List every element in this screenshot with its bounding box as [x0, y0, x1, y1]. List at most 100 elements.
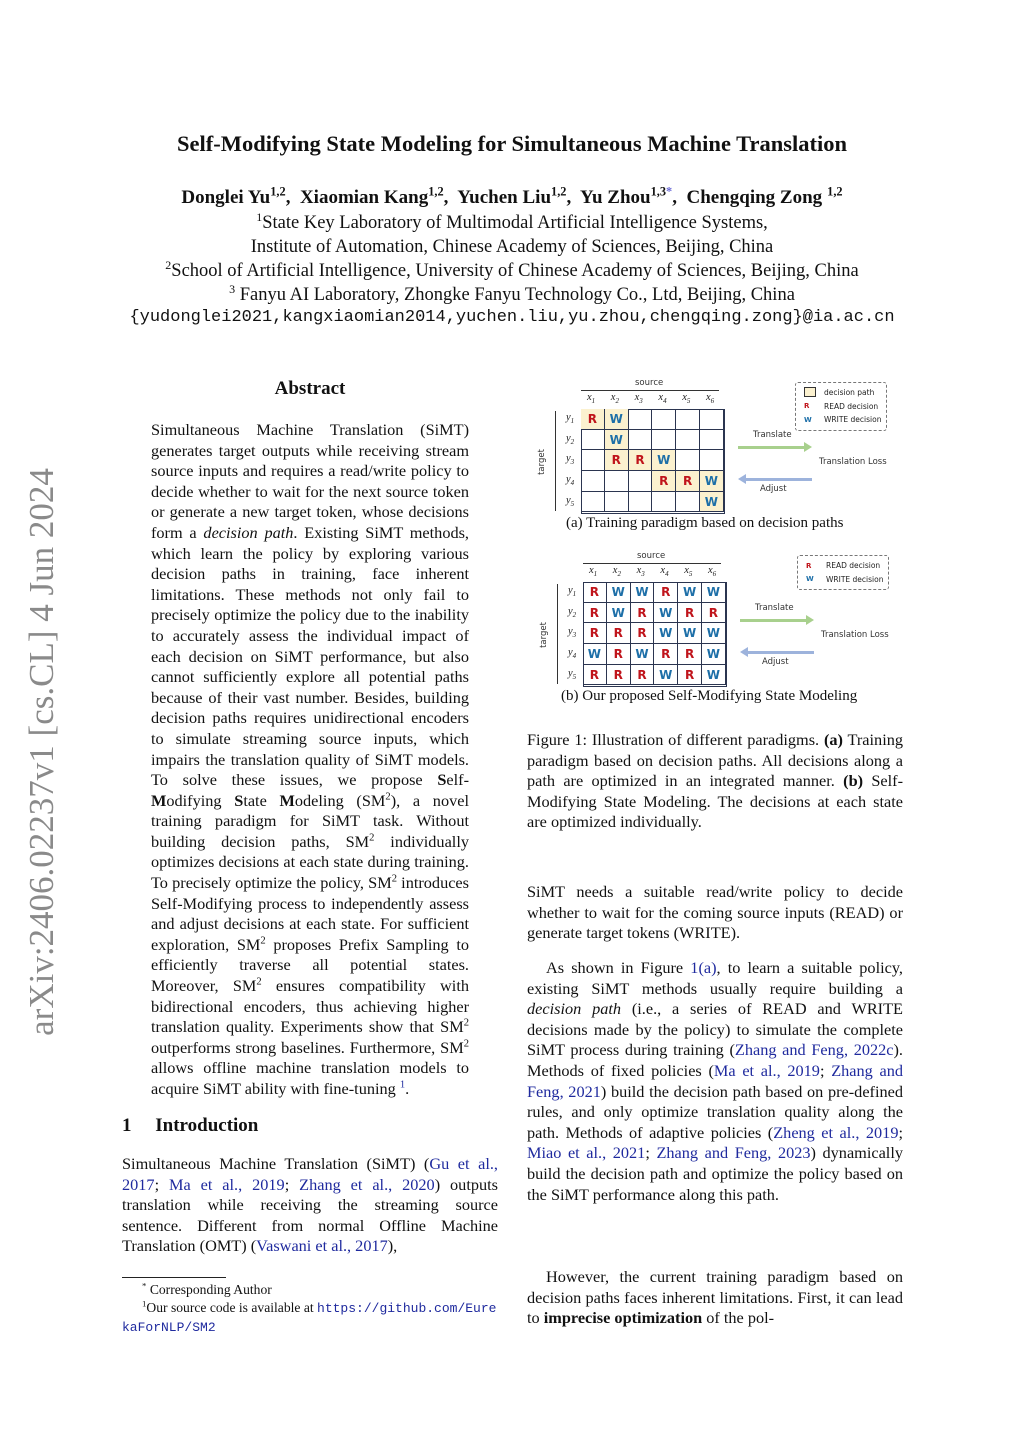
legend-symbol: W — [806, 575, 814, 584]
x-label: x5 — [684, 565, 693, 579]
citation-link[interactable]: Zhang and Feng, 2022c — [734, 1040, 894, 1060]
text-run: Training paradigm based on decision path… — [527, 730, 904, 791]
figure-caption: Figure 1: Illustration of different para… — [527, 730, 903, 833]
citation-link[interactable]: Miao et al., 2021 — [527, 1143, 646, 1163]
grid-cell — [700, 429, 724, 451]
author-affiliation-sup: 1,2 — [270, 184, 286, 199]
corresponding-mark[interactable]: * — [666, 184, 673, 199]
citation-link[interactable]: Ma et al., 2019 — [169, 1174, 285, 1194]
text-run: (a) — [823, 730, 843, 749]
grid-cell — [628, 429, 653, 451]
author-affiliation-sup: 1,3 — [650, 184, 667, 199]
translate-label: Translate — [753, 430, 792, 440]
source-label: source — [635, 378, 664, 388]
write-decision-cell: W — [630, 582, 655, 603]
arxiv-stamp: arXiv:2406.02237v1 [cs.CL] 4 Jun 2024 — [22, 468, 61, 1036]
citation-link[interactable]: 1(a) — [690, 958, 717, 977]
grid-cell — [581, 429, 605, 451]
source-label: source — [637, 551, 666, 561]
text-run: imprecise optimization — [543, 1308, 703, 1328]
abstract-body: Simultaneous Machine Translation (SiMT) … — [151, 420, 469, 1100]
subcaption-b: (b) Our proposed Self-Modifying State Mo… — [561, 688, 858, 704]
author-list: Donglei Yu1,2, Xiaomian Kang1,2, Yuchen … — [181, 184, 843, 208]
author-affiliation-sup: 1,2 — [428, 184, 444, 199]
citation-link[interactable]: Gu et al., 2017 — [122, 1154, 498, 1194]
introduction-paragraph: Simultaneous Machine Translation (SiMT) … — [122, 1154, 498, 1257]
text-run: ), a novel training paradigm for SiMT ta… — [151, 790, 469, 851]
grid-cell — [652, 491, 677, 513]
citation-link[interactable]: Zhang et al., 2020 — [299, 1174, 435, 1194]
y-label: y5 — [568, 667, 577, 681]
source-axis-arrow — [583, 563, 721, 564]
citation-link[interactable]: 1 — [399, 1079, 406, 1091]
grid-cell — [652, 429, 677, 451]
text-run: M — [151, 790, 167, 810]
citation-link[interactable]: Zheng et al., 2019 — [773, 1122, 899, 1142]
citation-link[interactable]: Zhang and Feng, 2021 — [527, 1060, 903, 1101]
text-run: odeling (SM — [294, 790, 386, 810]
read-decision-cell: R — [702, 602, 726, 624]
text-run: Figure 1: Illustration of different para… — [527, 730, 824, 749]
legend-item: W WRITE decision — [804, 413, 886, 427]
translate-arrow — [740, 619, 806, 622]
read-decision-cell: R — [583, 623, 607, 645]
y-label: y1 — [568, 585, 577, 599]
target-label: target — [536, 449, 547, 475]
author: Chengqing Zong 1,2 — [686, 185, 842, 208]
legend-text: READ decision — [824, 401, 879, 411]
text-run: individually optimizes decisions at each… — [151, 831, 469, 893]
citation-link[interactable]: Ma et al., 2019 — [713, 1060, 820, 1080]
superscript: 2 — [260, 935, 266, 947]
write-decision-cell: W — [606, 602, 631, 624]
y-label: y3 — [568, 626, 577, 640]
grid-cell — [628, 409, 653, 430]
y-label: y5 — [566, 494, 575, 508]
read-decision-cell: R — [606, 623, 631, 645]
legend-item: R READ decision — [804, 400, 886, 414]
grid-cell — [700, 450, 724, 472]
legend-item: R READ decision — [806, 559, 888, 573]
author-name: Yu Zhou — [580, 187, 651, 208]
read-decision-cell: R — [583, 602, 607, 624]
author-name: Donglei Yu — [181, 187, 271, 208]
read-decision-cell: R — [678, 664, 702, 686]
grid-cell — [676, 409, 700, 430]
translate-arrow — [738, 446, 804, 449]
text-run: S — [234, 790, 244, 810]
right-paragraph-2: As shown in Figure 1(a), to learn a suit… — [527, 958, 903, 1205]
decision-grid — [583, 582, 727, 687]
x-label: x2 — [610, 392, 619, 406]
affiliation-sup: 2 — [165, 257, 172, 272]
right-paragraph-1: SiMT needs a suitable read/write policy … — [527, 882, 903, 944]
citation-link[interactable]: Zhang and Feng, 2023 — [656, 1143, 811, 1163]
footnote-mark: 1 — [142, 1298, 147, 1309]
grid-cell — [581, 491, 605, 513]
text-run: ). Methods of fixed policies ( — [527, 1040, 903, 1080]
read-decision-cell: R — [654, 644, 679, 665]
footnote-corresponding: * Corresponding Author — [122, 1281, 498, 1299]
affiliation-line: 2School of Artificial Intelligence, Univ… — [0, 259, 1024, 283]
text-run: M — [279, 790, 295, 810]
text-run: odifying — [166, 790, 235, 810]
x-label: x6 — [706, 392, 715, 406]
superscript: 2 — [463, 1038, 469, 1050]
citation-link[interactable]: Vaswani et al., 2017 — [256, 1236, 388, 1256]
text-run: tate — [243, 790, 280, 810]
read-decision-cell: R — [628, 450, 653, 472]
adjust-label: Adjust — [760, 484, 787, 494]
affiliation-line: 3 Fanyu AI Laboratory, Zhongke Fanyu Tec… — [0, 283, 1024, 307]
y-label: y4 — [566, 474, 575, 488]
write-decision-cell: W — [702, 582, 726, 603]
translate-arrowhead — [804, 442, 812, 452]
author-emails: {yudonglei2021,kangxiaomian2014,yuchen.l… — [129, 308, 895, 327]
superscript: 2 — [463, 1017, 469, 1029]
x-label: x3 — [634, 392, 643, 406]
author: Yu Zhou1,3* — [580, 184, 673, 208]
target-label: target — [538, 622, 549, 648]
translate-label: Translate — [755, 603, 794, 613]
paper-title: Self-Modifying State Modeling for Simult… — [176, 131, 848, 156]
text-run: ; — [898, 1122, 903, 1142]
text-run: ) dynamically build the decision path an… — [527, 1143, 903, 1204]
github-link[interactable]: https://github.com/EurekaForNLP/SM2 — [122, 1301, 497, 1335]
read-decision-cell: R — [583, 582, 607, 603]
